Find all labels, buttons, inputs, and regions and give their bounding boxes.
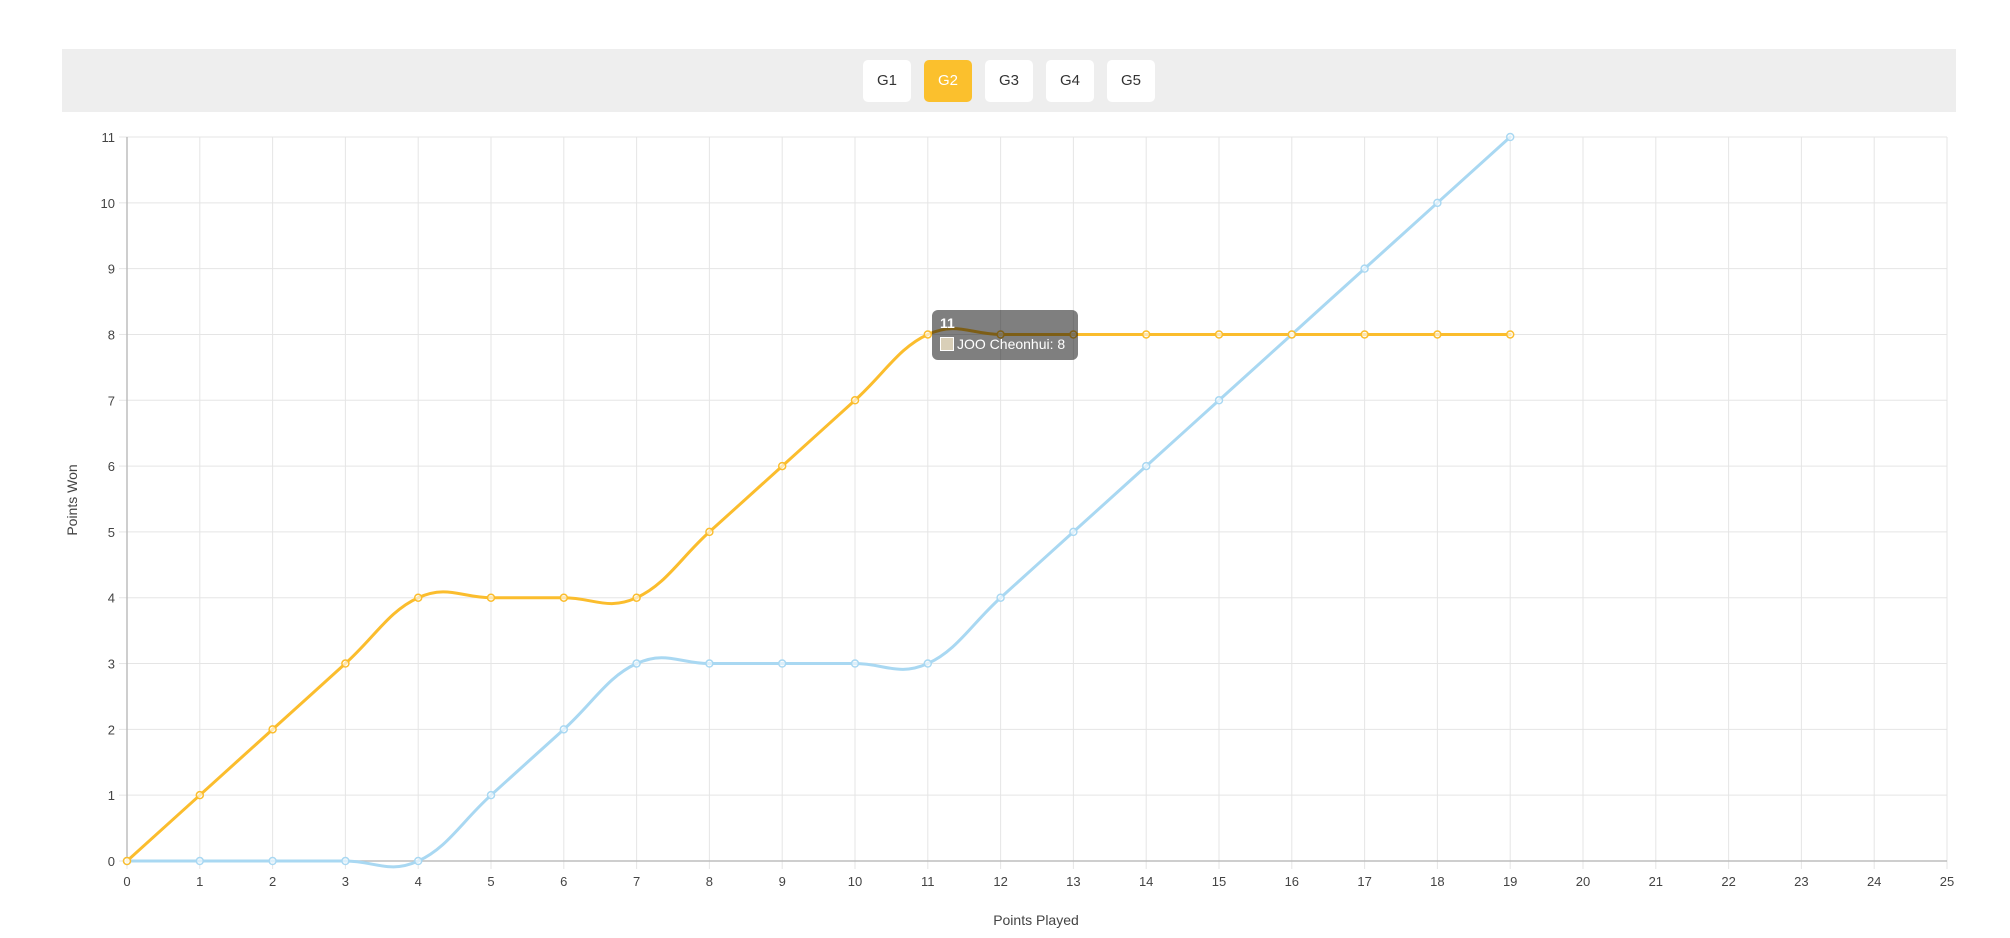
data-point-series-1 <box>195 790 205 800</box>
x-tick-label: 16 <box>1285 874 1299 889</box>
y-tick-label: 0 <box>108 854 115 869</box>
x-tick-label: 24 <box>1867 874 1881 889</box>
x-tick-label: 20 <box>1576 874 1590 889</box>
tab-g2[interactable]: G2 <box>924 59 972 102</box>
data-point-series-2 <box>1069 527 1078 537</box>
x-tick-label: 6 <box>560 874 567 889</box>
series-line-2 <box>125 135 1512 869</box>
data-point-series-2 <box>195 856 205 866</box>
data-point-series-1 <box>559 593 569 602</box>
data-point-series-1 <box>1505 330 1515 339</box>
tab-g5[interactable]: G5 <box>1107 59 1155 102</box>
y-axis-ticks: 0 1 2 3 4 5 6 7 8 9 10 11 <box>101 130 115 869</box>
chart-axes <box>126 137 1947 862</box>
data-point-series-2 <box>996 593 1005 602</box>
y-tick-label: 3 <box>108 657 115 672</box>
x-tick-label: 23 <box>1794 874 1808 889</box>
x-tick-label: 7 <box>633 874 640 889</box>
x-tick-label: 3 <box>342 874 349 889</box>
data-point-series-1 <box>1433 330 1442 339</box>
tooltip-title: 11 <box>940 315 955 331</box>
data-point-series-2 <box>923 659 933 668</box>
x-tick-label: 9 <box>779 874 786 889</box>
x-tick-label: 15 <box>1212 874 1226 889</box>
data-point-series-2 <box>705 659 714 668</box>
y-tick-label: 5 <box>108 525 115 540</box>
x-tick-label: 17 <box>1357 874 1371 889</box>
x-tick-label: 22 <box>1721 874 1735 889</box>
x-tick-label: 1 <box>196 874 203 889</box>
data-point-series-1 <box>413 593 423 602</box>
data-point-series-1 <box>850 396 860 405</box>
y-tick-label: 11 <box>102 130 116 145</box>
data-point-series-1 <box>268 725 277 734</box>
x-tick-label: 14 <box>1139 874 1153 889</box>
x-tick-label: 0 <box>123 874 130 889</box>
y-tick-label: 7 <box>108 393 115 408</box>
x-tick-label: 5 <box>487 874 494 889</box>
data-point-series-2 <box>1214 396 1224 405</box>
x-tick-label: 4 <box>415 874 422 889</box>
tooltip-label: JOO Cheonhui: 8 <box>957 336 1066 352</box>
y-tick-label: 2 <box>108 722 115 737</box>
data-point-series-1 <box>341 659 350 668</box>
x-tick-label: 13 <box>1066 874 1080 889</box>
y-tick-label: 9 <box>108 262 115 277</box>
data-point-series-1 <box>923 330 933 339</box>
x-tick-label: 2 <box>269 874 276 889</box>
x-axis-title: Points Played <box>993 912 1079 928</box>
x-tick-label: 19 <box>1503 874 1517 889</box>
data-point-series-2 <box>850 659 860 668</box>
chart-series <box>125 135 1512 869</box>
data-point-series-1 <box>1214 330 1224 339</box>
x-axis-ticks: 0 1 2 3 4 5 6 7 8 9 10 11 12 13 14 15 16 17 18 19 20 21 22 23 24… <box>123 874 1954 889</box>
data-point-series-1 <box>777 461 787 471</box>
y-tick-label: 8 <box>108 327 115 342</box>
y-axis-title: Points Won <box>64 464 80 535</box>
series-line-1 <box>125 327 1512 863</box>
y-tick-label: 4 <box>108 591 115 606</box>
tab-g1[interactable]: G1 <box>863 59 911 102</box>
y-tick-label: 1 <box>108 788 115 803</box>
data-point-series-2 <box>1433 198 1442 208</box>
data-point-series-2 <box>632 659 641 668</box>
x-tick-label: 12 <box>993 874 1007 889</box>
data-point-series-2 <box>1141 461 1151 471</box>
data-point-series-2 <box>1505 132 1515 142</box>
x-tick-label: 21 <box>1649 874 1663 889</box>
data-point-series-1 <box>122 856 132 866</box>
x-tick-label: 11 <box>921 874 935 889</box>
x-tick-label: 25 <box>1940 874 1954 889</box>
data-point-series-2 <box>413 856 423 866</box>
data-point-series-2 <box>559 725 569 734</box>
data-point-series-1 <box>1141 330 1151 339</box>
data-point-series-1 <box>705 527 714 537</box>
data-point-series-2 <box>777 659 787 668</box>
chart-tooltip: 11 JOO Cheonhui: 8 <box>932 310 1078 360</box>
x-tick-label: 10 <box>848 874 862 889</box>
game-tab-bar: G1 G2 G3 G4 G5 <box>62 49 1956 112</box>
x-tick-label: 8 <box>706 874 713 889</box>
y-tick-label: 6 <box>108 459 115 474</box>
y-tick-label: 10 <box>101 196 115 211</box>
tab-g3[interactable]: G3 <box>985 59 1033 102</box>
data-point-series-2 <box>268 856 277 866</box>
tab-g4[interactable]: G4 <box>1046 59 1094 102</box>
data-point-series-1 <box>632 593 641 602</box>
x-tick-label: 18 <box>1430 874 1444 889</box>
data-point-series-1 <box>486 593 496 602</box>
chart-points <box>122 132 1515 866</box>
tooltip-swatch <box>940 337 954 351</box>
data-point-series-2 <box>341 856 350 866</box>
data-point-series-1 <box>1360 330 1369 339</box>
data-point-series-2 <box>1360 264 1369 273</box>
chart-grid <box>119 136 1948 869</box>
data-point-series-1 <box>1287 330 1297 339</box>
tooltip-row: JOO Cheonhui: 8 <box>940 336 1065 352</box>
data-point-series-2 <box>486 790 496 800</box>
